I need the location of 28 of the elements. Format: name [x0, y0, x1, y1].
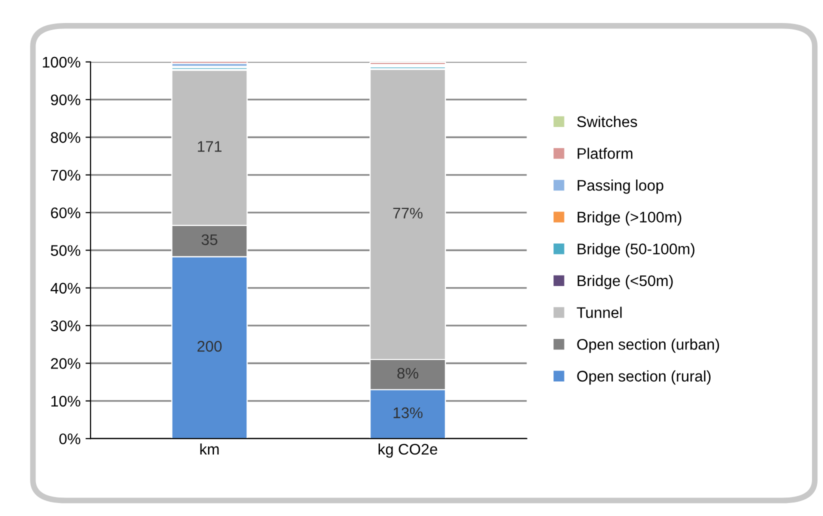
legend-label: Bridge (>100m) — [578, 211, 682, 226]
legend-label: Open section (urban) — [577, 338, 720, 353]
legend-label: Bridge (<50m) — [578, 274, 673, 290]
legend-label: Tunnel — [576, 306, 622, 318]
legend-label: Switches — [577, 116, 638, 128]
y-tick-label: 90% — [50, 94, 80, 106]
x-tick-label: kg CO2e — [378, 443, 438, 458]
y-tick-label: 50% — [50, 245, 80, 256]
legend-label: Passing loop — [578, 180, 664, 194]
y-tick-label: 60% — [51, 207, 80, 218]
legend-label: Open section (rural) — [577, 370, 711, 385]
annotation: 200 — [198, 340, 222, 352]
data-label: 8% — [397, 368, 418, 379]
annotation: 35 — [202, 234, 218, 246]
data-label: 13% — [394, 407, 423, 418]
y-tick-label: 70% — [51, 170, 80, 181]
y-tick-label: 20% — [51, 358, 80, 369]
legend-label: Platform — [578, 148, 632, 159]
legend-label: Bridge (50-100m) — [578, 243, 694, 258]
y-tick-label: 100% — [42, 56, 80, 68]
data-label: 77% — [393, 208, 423, 219]
annotation: 171 — [198, 141, 222, 152]
x-tick-label: km — [200, 443, 219, 455]
y-tick-label: 30% — [50, 320, 80, 332]
y-tick-label: 10% — [51, 396, 80, 407]
y-tick-label: 80% — [50, 132, 80, 143]
y-tick-label: 40% — [50, 282, 80, 294]
y-tick-label: 0% — [59, 433, 80, 444]
